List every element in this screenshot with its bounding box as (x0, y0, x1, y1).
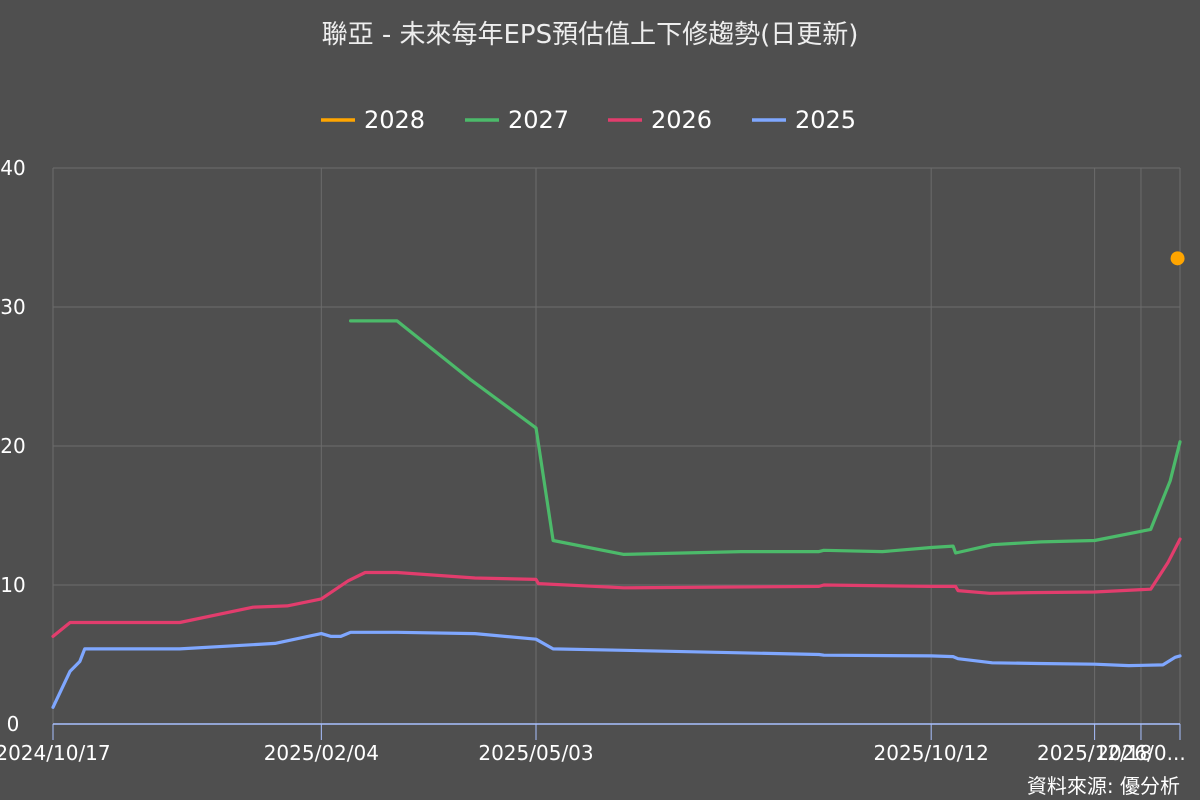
legend-label-2027: 2027 (508, 106, 569, 134)
x-tick-label: 2025/05/03 (478, 741, 593, 765)
legend-label-2028: 2028 (364, 106, 425, 134)
series-2027-line (349, 319, 1182, 556)
legend-label-2025: 2025 (795, 106, 856, 134)
y-tick-label: 10 (0, 573, 25, 597)
legend-label-2026: 2026 (651, 106, 712, 134)
grid (52, 167, 1181, 724)
x-tick-label: 2024/10/17 (0, 741, 111, 765)
legend: 2028 2027 2026 2025 (321, 106, 856, 134)
source-note: 資料來源: 優分析 (1027, 774, 1180, 798)
x-tick-label: 2025/12/18 (1037, 741, 1152, 765)
y-tick-label: 40 (0, 156, 25, 180)
series-group (51, 251, 1185, 709)
y-axis: 0 10 20 30 40 (0, 156, 25, 736)
x-tick-label: 2026/0... (1096, 741, 1185, 765)
y-tick-label: 20 (0, 434, 25, 458)
y-tick-label: 0 (7, 712, 20, 736)
x-tick-label: 2025/10/12 (874, 741, 989, 765)
series-2028-point (1170, 251, 1185, 266)
x-tick-label: 2025/02/04 (264, 741, 379, 765)
chart-title: 聯亞 - 未來每年EPS預估值上下修趨勢(日更新) (322, 20, 859, 50)
x-axis: 2024/10/17 2025/02/04 2025/05/03 2025/10/12… (0, 723, 1186, 765)
y-tick-label: 30 (0, 295, 25, 319)
series-2025-line (51, 630, 1182, 709)
series-2026-line (51, 537, 1182, 638)
